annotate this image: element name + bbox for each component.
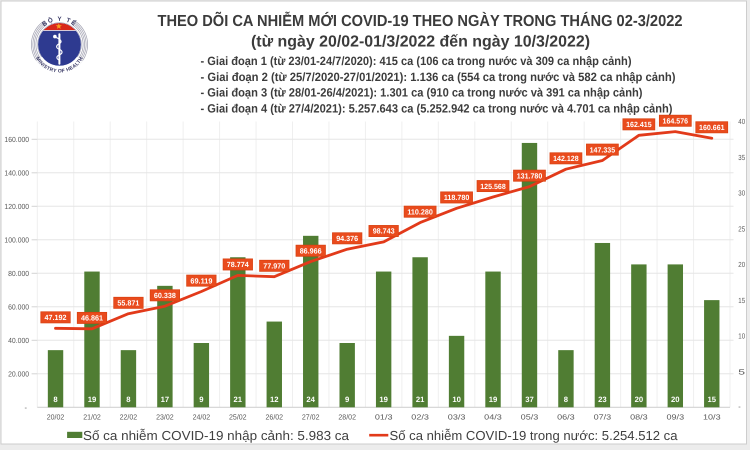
svg-text:- Giai đoạn 3 (từ 28/01-26/4/2: - Giai đoạn 3 (từ 28/01-26/4/2021): 1.30… [201,86,643,100]
svg-text:8: 8 [564,395,569,404]
svg-text:28/02: 28/02 [338,412,356,421]
svg-text:06/3: 06/3 [557,412,575,421]
svg-text:21/02: 21/02 [83,412,101,421]
svg-text:23/02: 23/02 [156,412,174,421]
svg-text:100.000: 100.000 [4,236,29,245]
svg-text:THEO DÕI CA NHIỄM MỚI COVID-19: THEO DÕI CA NHIỄM MỚI COVID-19 THEO NGÀY… [158,11,683,30]
svg-text:37: 37 [525,395,534,404]
svg-text:9: 9 [345,395,349,404]
svg-text:- Giai đoạn 4 (từ 27/4/2021):: - Giai đoạn 4 (từ 27/4/2021): 5.257.643 … [201,101,673,115]
svg-text:60.000: 60.000 [8,303,29,312]
svg-text:131.780: 131.780 [517,171,543,180]
svg-text:04/3: 04/3 [484,412,502,421]
svg-text:162.415: 162.415 [626,120,652,129]
svg-text:21: 21 [234,395,243,404]
svg-text:22/02: 22/02 [120,412,138,421]
svg-text:40.000: 40.000 [8,336,29,345]
svg-text:30: 30 [738,189,745,198]
svg-text:09/3: 09/3 [667,412,685,421]
svg-text:24: 24 [306,395,315,404]
svg-text:125.568: 125.568 [480,182,506,191]
svg-text:15: 15 [708,395,717,404]
svg-text:- Giai đoạn 1 (từ 23/01-24/7/2: - Giai đoạn 1 (từ 23/01-24/7/2020): 415 … [201,54,632,68]
svg-text:8: 8 [53,395,58,404]
svg-text:47.192: 47.192 [45,313,67,322]
svg-text:10: 10 [452,395,461,404]
svg-text:77.970: 77.970 [263,262,285,271]
svg-text:26/02: 26/02 [266,412,284,421]
svg-text:46.861: 46.861 [81,314,103,323]
svg-text:03/3: 03/3 [448,412,466,421]
svg-text:20/02: 20/02 [47,412,65,421]
svg-text:20.000: 20.000 [8,370,29,379]
svg-text:-: - [25,403,28,412]
svg-text:78.774: 78.774 [227,260,250,269]
svg-text:9: 9 [199,395,203,404]
svg-text:69.119: 69.119 [190,276,212,285]
svg-text:8: 8 [126,395,131,404]
svg-text:17: 17 [161,395,170,404]
svg-text:19: 19 [88,395,97,404]
svg-text:Số ca nhiễm COVID-19 trong nướ: Số ca nhiễm COVID-19 trong nước: 5.254.5… [390,428,679,443]
svg-text:05/3: 05/3 [521,412,539,421]
svg-text:Số ca nhiễm COVID-19 nhập cảnh: Số ca nhiễm COVID-19 nhập cảnh: 5.983 ca [83,428,350,443]
svg-text:55.871: 55.871 [117,299,139,308]
svg-text:5: 5 [738,367,745,376]
svg-text:07/3: 07/3 [594,412,612,421]
svg-text:25/02: 25/02 [229,412,247,421]
svg-text:142.128: 142.128 [553,154,579,163]
svg-text:12: 12 [270,395,279,404]
svg-text:19: 19 [379,395,388,404]
svg-text:(từ ngày 20/02-01/3/2022 đến n: (từ ngày 20/02-01/3/2022 đến ngày 10/3/2… [251,34,590,51]
svg-text:164.576: 164.576 [663,116,689,125]
svg-text:40: 40 [738,117,745,126]
svg-text:110.280: 110.280 [407,207,433,216]
svg-text:20: 20 [671,395,680,404]
svg-text:08/3: 08/3 [630,412,648,421]
svg-text:160.661: 160.661 [699,123,725,132]
svg-text:20: 20 [635,395,644,404]
svg-text:118.780: 118.780 [444,193,470,202]
svg-text:160.000: 160.000 [4,135,29,144]
svg-text:15: 15 [738,296,745,305]
svg-text:27/02: 27/02 [302,412,320,421]
svg-text:60.338: 60.338 [154,291,176,300]
svg-text:- Giai đoạn 2 (từ 25/7/2020-27: - Giai đoạn 2 (từ 25/7/2020-27/01/2021):… [201,70,676,84]
svg-text:-: - [738,402,741,411]
svg-text:10: 10 [738,332,745,341]
svg-text:80.000: 80.000 [8,269,29,278]
svg-text:24/02: 24/02 [193,412,211,421]
svg-text:20: 20 [738,260,745,269]
svg-text:140.000: 140.000 [4,169,29,178]
svg-text:25: 25 [738,224,745,233]
svg-text:120.000: 120.000 [4,202,29,211]
svg-text:86.966: 86.966 [300,246,322,255]
svg-text:01/3: 01/3 [375,412,393,421]
svg-text:147.335: 147.335 [590,145,616,154]
svg-text:23: 23 [598,395,607,404]
svg-text:35: 35 [738,153,745,162]
svg-text:94.376: 94.376 [336,234,358,243]
svg-text:21: 21 [416,395,425,404]
svg-text:19: 19 [489,395,498,404]
svg-text:10/3: 10/3 [703,412,721,421]
svg-text:02/3: 02/3 [411,412,429,421]
svg-text:98.743: 98.743 [373,227,395,236]
